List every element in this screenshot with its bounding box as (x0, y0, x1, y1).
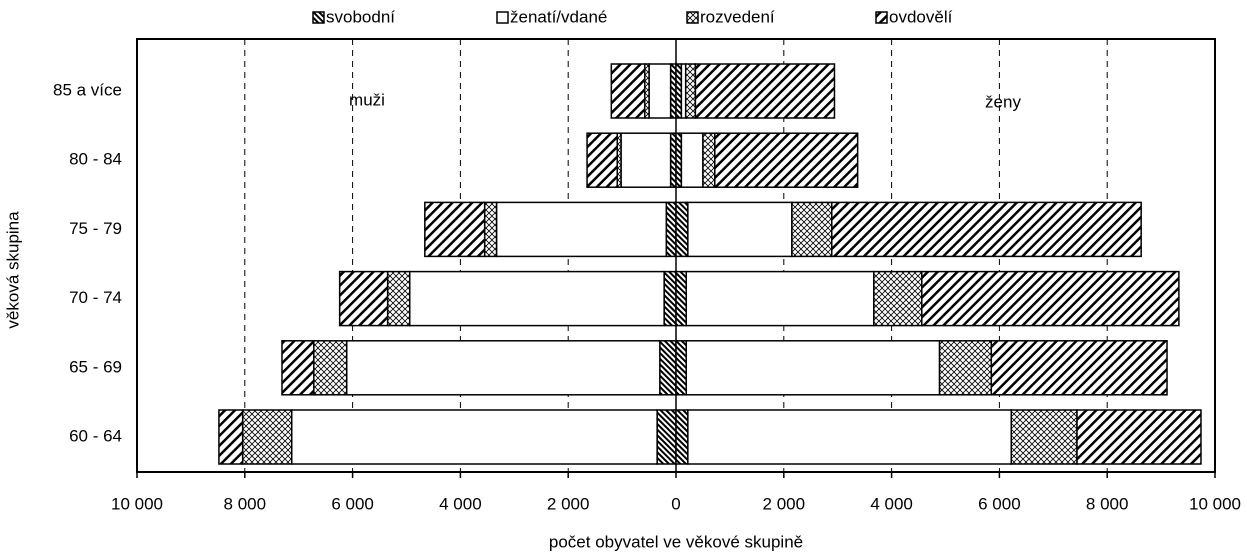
bar-segment (675, 132, 683, 188)
bar-segment (685, 340, 941, 396)
bar-segment (656, 409, 677, 465)
bar-segment (791, 201, 833, 258)
annotation: ženy (985, 92, 1021, 111)
bar-segment (408, 270, 665, 327)
x-tick-label: 10 000 (1189, 494, 1241, 513)
x-tick-label: 4 000 (870, 494, 913, 513)
bar-segment (675, 409, 689, 465)
x-tick-label: 6 000 (331, 494, 374, 513)
bar-segment (424, 201, 486, 258)
bar-segment (702, 132, 716, 188)
bar-segment (663, 270, 677, 327)
bar-segment (675, 340, 687, 396)
bar-segment (687, 409, 1013, 465)
bar-segment (586, 132, 618, 188)
y-axis-title: věková skupina (3, 211, 22, 329)
y-tick-label: 75 - 79 (69, 219, 122, 238)
bar-segment (990, 340, 1168, 396)
x-tick-label: 8 000 (1086, 494, 1129, 513)
bar-segment (313, 340, 348, 396)
bar-segment (483, 201, 498, 258)
bar-segment (669, 132, 677, 188)
bar-segment (675, 63, 683, 119)
bar-segment (675, 270, 687, 327)
legend-label: ovdovělí (889, 7, 953, 26)
y-tick-label: 85 a více (53, 80, 122, 99)
bar-segment (873, 270, 923, 327)
x-axis-title: počet obyvatel ve věkové skupině (549, 532, 803, 551)
bar-segment (386, 270, 411, 327)
bar-segment (620, 132, 672, 188)
x-tick-label: 4 000 (439, 494, 482, 513)
bar-segment (648, 63, 672, 119)
bar-segment (714, 132, 859, 188)
x-tick-label: 2 000 (763, 494, 806, 513)
bar-segment (1010, 409, 1078, 465)
legend-swatch (312, 11, 325, 24)
x-tick-label: 8 000 (224, 494, 267, 513)
x-tick-label: 2 000 (547, 494, 590, 513)
bar-segment (675, 201, 689, 258)
x-tick-label: 0 (671, 494, 680, 513)
bar-segment (831, 201, 1142, 258)
bar-segment (921, 270, 1180, 327)
legend-label: ženatí/vdané (510, 7, 607, 26)
bar-segment (241, 409, 293, 465)
bar-segment (1076, 409, 1202, 465)
bar-segment (218, 409, 244, 465)
bar-segment (665, 201, 677, 258)
legend-label: rozvedení (700, 7, 775, 26)
bar-segment (685, 270, 875, 327)
bar-segment (684, 63, 697, 119)
bar-segment (495, 201, 668, 258)
bar-segment (281, 340, 315, 396)
legend-swatch (686, 11, 699, 24)
bar-segment (345, 340, 661, 396)
bar-segment (694, 63, 836, 119)
y-tick-label: 70 - 74 (69, 288, 122, 307)
x-tick-label: 6 000 (978, 494, 1021, 513)
legend-label: svobodní (326, 7, 395, 26)
bar-segment (290, 409, 658, 465)
annotation: muži (349, 90, 385, 109)
bar-segment (687, 201, 793, 258)
bar-segment (669, 63, 677, 119)
bar-segment (610, 63, 646, 119)
x-tick-label: 10 000 (111, 494, 163, 513)
legend-swatch (875, 11, 888, 24)
y-tick-label: 60 - 64 (69, 426, 122, 445)
y-tick-label: 65 - 69 (69, 357, 122, 376)
bar-segment (938, 340, 993, 396)
bar-segment (338, 270, 389, 327)
bar-segment (680, 132, 704, 188)
legend-swatch (496, 11, 509, 24)
bar-segment (659, 340, 677, 396)
y-tick-label: 80 - 84 (69, 150, 122, 169)
